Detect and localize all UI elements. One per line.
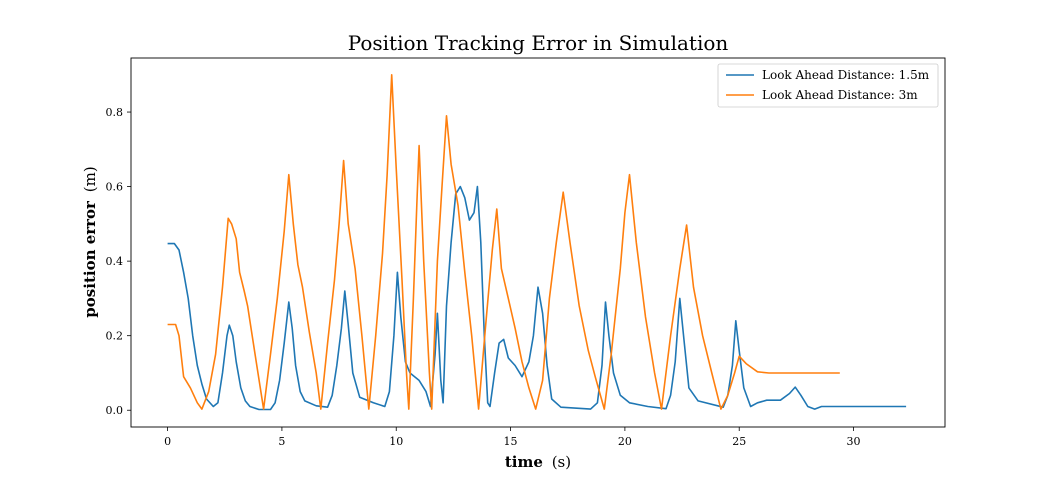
y-tick-label: 0.4 xyxy=(106,255,124,268)
series-line-2 xyxy=(167,74,840,410)
x-axis-label-bold: time xyxy=(505,453,543,471)
x-tick-label: 20 xyxy=(618,435,632,448)
svg-text:time (s): time (s) xyxy=(505,453,571,471)
x-axis-label: time (s) xyxy=(505,453,571,471)
tick-labels: 0 5 10 15 20 25 30 0.0 0.2 0.4 0.6 0.8 xyxy=(106,106,861,448)
y-axis-label-unit: (m) xyxy=(81,166,99,192)
x-tick-label: 5 xyxy=(278,435,285,448)
y-tick-label: 0.2 xyxy=(106,330,124,343)
y-axis-label: position error (m) xyxy=(81,166,99,317)
x-axis-label-unit: (s) xyxy=(552,453,571,471)
y-tick-label: 0.6 xyxy=(106,181,124,194)
plot-frame xyxy=(130,57,946,428)
x-tick-label: 30 xyxy=(847,435,861,448)
x-tick-label: 15 xyxy=(504,435,518,448)
legend-box xyxy=(717,63,939,108)
x-tick-label: 25 xyxy=(732,435,746,448)
y-tick-label: 0.8 xyxy=(106,106,124,119)
plot-area xyxy=(130,57,946,428)
svg-text:position error (m): position error (m) xyxy=(81,166,99,317)
x-tick-label: 10 xyxy=(389,435,403,448)
chart-title: Position Tracking Error in Simulation xyxy=(348,31,729,55)
legend: Look Ahead Distance: 1.5m Look Ahead Dist… xyxy=(717,63,939,108)
legend-label-2: Look Ahead Distance: 3m xyxy=(762,88,918,102)
x-tick-label: 0 xyxy=(164,435,171,448)
y-tick-label: 0.0 xyxy=(106,404,124,417)
legend-label-1: Look Ahead Distance: 1.5m xyxy=(762,68,930,82)
y-axis-label-bold: position error xyxy=(81,200,99,318)
series-lines xyxy=(167,74,907,411)
